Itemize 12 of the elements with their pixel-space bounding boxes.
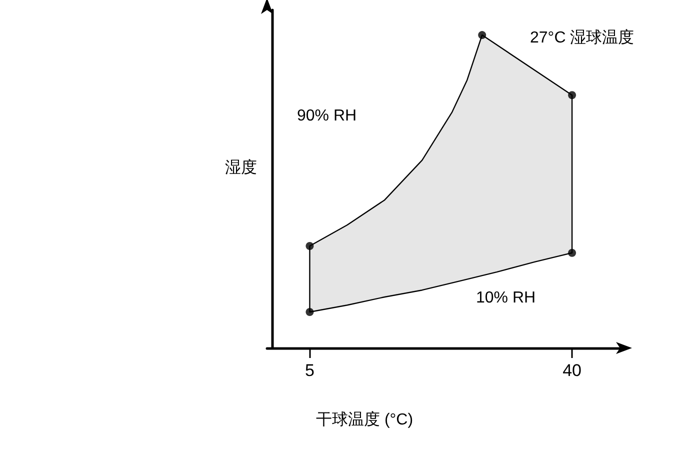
point	[478, 31, 486, 40]
annotation: 10% RH	[476, 290, 536, 306]
annotation: 90% RH	[297, 108, 357, 124]
y-axis-title: 湿度	[225, 158, 257, 176]
point	[306, 242, 314, 250]
x-axis-title: 干球温度 (°C)	[316, 410, 414, 428]
point	[568, 248, 576, 257]
point	[568, 91, 576, 100]
point	[306, 308, 314, 316]
annotation: 27°C 湿球温度	[530, 28, 634, 46]
x-tick-label: 5	[304, 361, 314, 380]
x-tick-label: 40	[562, 361, 582, 380]
